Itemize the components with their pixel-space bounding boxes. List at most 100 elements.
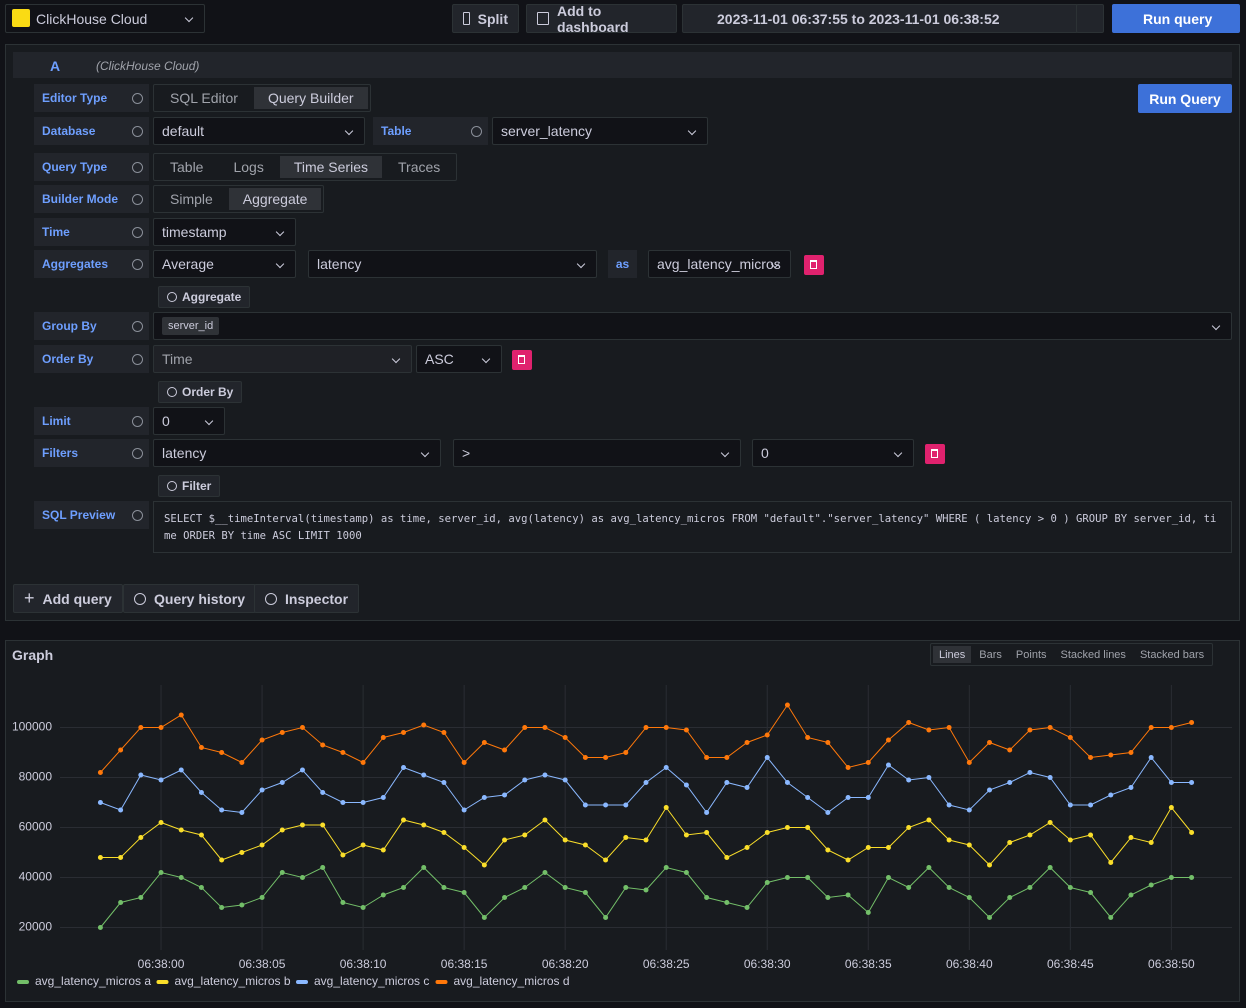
y-tick-label: 20000 bbox=[19, 920, 53, 934]
data-point bbox=[926, 727, 932, 733]
data-point bbox=[340, 750, 346, 755]
button-label: Aggregate bbox=[182, 290, 242, 304]
option[interactable]: Time Series bbox=[279, 156, 382, 178]
x-tick-label: 06:38:30 bbox=[744, 957, 791, 971]
run-query-inline-label: Run Query bbox=[1149, 90, 1221, 107]
editor-type-group[interactable]: SQL Editor Query Builder bbox=[153, 84, 371, 112]
input-value: 0 bbox=[162, 413, 170, 429]
time-range: 2023-11-01 06:37:55 to 2023-11-01 06:38:… bbox=[717, 10, 1000, 27]
data-point bbox=[219, 750, 225, 755]
option[interactable]: Aggregate bbox=[228, 188, 322, 210]
add-dashboard-button[interactable]: Add to dashboard bbox=[526, 3, 677, 35]
option[interactable]: Stacked bars bbox=[1139, 648, 1205, 661]
option[interactable]: SQL Editor bbox=[170, 90, 238, 106]
run-query-inline-button[interactable]: Run Query bbox=[1138, 84, 1232, 113]
data-point bbox=[461, 890, 467, 895]
inspector-button[interactable]: Inspector bbox=[254, 584, 360, 613]
data-point bbox=[421, 772, 427, 778]
run-query-label: Run query bbox=[1143, 10, 1213, 27]
group-by-select[interactable]: server_id bbox=[153, 312, 1232, 340]
table-select[interactable]: server_latency bbox=[492, 117, 708, 145]
query-type-group[interactable]: Table Logs Time Series Traces bbox=[153, 153, 458, 181]
data-point bbox=[219, 905, 225, 910]
option[interactable]: Stacked lines bbox=[1060, 648, 1126, 661]
option[interactable]: Lines bbox=[933, 646, 972, 663]
data-point bbox=[219, 857, 225, 863]
data-point bbox=[865, 795, 871, 800]
data-point bbox=[198, 745, 204, 750]
filter-value-input[interactable]: 0 bbox=[752, 439, 914, 467]
data-point bbox=[1108, 915, 1114, 920]
button-label: Filter bbox=[182, 479, 212, 493]
builder-mode-group[interactable]: Simple Aggregate bbox=[153, 185, 325, 213]
order-direction-select[interactable]: ASC bbox=[416, 345, 502, 373]
delete-button[interactable] bbox=[512, 350, 532, 370]
data-point bbox=[522, 832, 528, 838]
data-point bbox=[987, 915, 993, 920]
option[interactable]: Query Builder bbox=[253, 87, 368, 109]
option[interactable]: Points bbox=[1015, 648, 1047, 661]
data-point bbox=[138, 725, 144, 730]
x-tick-label: 06:38:00 bbox=[138, 957, 185, 971]
time-range-picker[interactable]: 2023-11-01 06:37:55 to 2023-11-01 06:38:… bbox=[682, 4, 1078, 33]
option[interactable]: Bars bbox=[979, 648, 1002, 661]
data-point bbox=[845, 795, 851, 800]
time-select[interactable]: timestamp bbox=[153, 218, 296, 246]
order-column-select[interactable]: Time bbox=[153, 345, 412, 373]
data-point bbox=[845, 892, 851, 898]
option[interactable]: Simple bbox=[170, 191, 213, 207]
select-value: latency bbox=[162, 445, 207, 461]
label-text: Aggregates bbox=[42, 257, 109, 271]
data-point bbox=[421, 865, 427, 870]
graph-mode-group[interactable]: Lines Bars Points Stacked lines Stacked bars bbox=[930, 643, 1214, 666]
filter-operator-select[interactable]: > bbox=[453, 439, 741, 467]
data-point bbox=[906, 777, 912, 783]
split-button[interactable]: Split bbox=[452, 4, 519, 33]
data-point bbox=[683, 832, 689, 838]
data-point bbox=[663, 725, 669, 730]
delete-button[interactable] bbox=[925, 444, 945, 464]
button-label: Order By bbox=[182, 385, 234, 399]
add-aggregate-button[interactable]: Aggregate bbox=[158, 286, 251, 308]
data-point bbox=[279, 730, 285, 735]
datasource-icon bbox=[12, 9, 30, 27]
datasource-picker[interactable]: ClickHouse Cloud bbox=[5, 4, 205, 33]
option[interactable]: Table bbox=[170, 159, 204, 175]
data-point bbox=[1108, 860, 1114, 865]
add-order-button[interactable]: Order By bbox=[158, 381, 243, 403]
x-tick-label: 06:38:40 bbox=[946, 957, 993, 971]
data-point bbox=[784, 702, 790, 708]
data-point bbox=[1128, 835, 1134, 840]
data-point bbox=[1027, 885, 1033, 890]
filter-column-select[interactable]: latency bbox=[153, 439, 441, 467]
y-tick-label: 100000 bbox=[12, 720, 52, 734]
data-point bbox=[502, 895, 508, 900]
option[interactable]: Traces bbox=[398, 159, 441, 175]
data-point bbox=[865, 910, 871, 915]
aggregate-column-select[interactable]: latency bbox=[308, 250, 597, 278]
button-label: Add query bbox=[42, 590, 112, 607]
data-point bbox=[1007, 780, 1013, 785]
data-point bbox=[259, 895, 265, 900]
database-select[interactable]: default bbox=[153, 117, 365, 145]
alias-input[interactable]: avg_latency_micros bbox=[648, 250, 791, 278]
run-query-button[interactable]: Run query bbox=[1112, 4, 1240, 33]
aggregate-function-select[interactable]: Average bbox=[153, 250, 296, 278]
limit-input[interactable]: 0 bbox=[153, 407, 225, 435]
data-point bbox=[1168, 875, 1174, 880]
data-point bbox=[562, 885, 568, 890]
delete-button[interactable] bbox=[804, 255, 824, 275]
group-by-tag[interactable]: server_id bbox=[162, 317, 220, 335]
data-point bbox=[1007, 747, 1013, 753]
add-filter-button[interactable]: Filter bbox=[158, 475, 221, 497]
add-query-button[interactable]: + Add query bbox=[13, 584, 123, 613]
data-point bbox=[502, 792, 508, 798]
query-history-button[interactable]: Query history bbox=[123, 584, 257, 613]
data-point bbox=[1189, 780, 1195, 785]
data-point bbox=[1047, 725, 1053, 730]
option[interactable]: Logs bbox=[233, 159, 264, 175]
zoom-out-button[interactable] bbox=[1076, 4, 1104, 33]
data-point bbox=[1148, 882, 1154, 888]
data-point bbox=[865, 760, 871, 765]
data-point bbox=[138, 772, 144, 778]
